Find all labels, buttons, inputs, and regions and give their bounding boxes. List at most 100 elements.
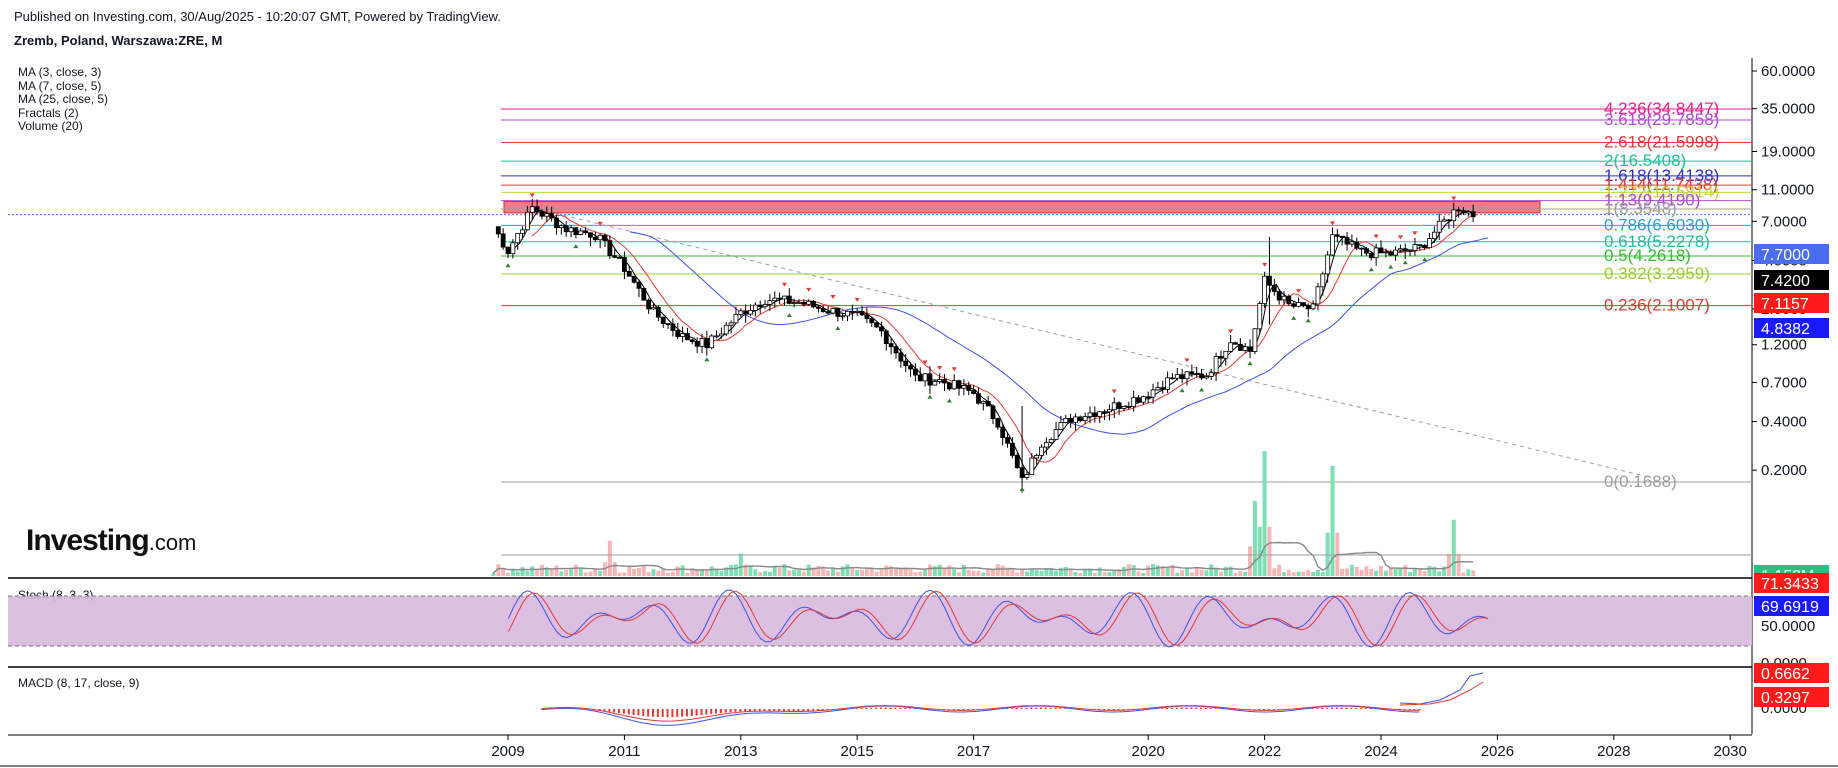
indicator-ma7[interactable]: MA (7, close, 5) xyxy=(18,78,102,93)
candle-body xyxy=(728,322,734,326)
indicator-fractals[interactable]: Fractals (2) xyxy=(18,105,79,120)
fractal-down xyxy=(1305,318,1311,323)
candle-body xyxy=(1461,210,1466,214)
x-tick-label: 2030 xyxy=(1714,743,1747,760)
fractal-up xyxy=(922,360,928,365)
volume-bar xyxy=(995,564,1000,576)
candle-body xyxy=(966,385,972,391)
volume-bar xyxy=(801,571,806,576)
volume-bar xyxy=(1340,568,1345,576)
volume-bar xyxy=(1427,565,1432,576)
candle-body xyxy=(597,234,603,241)
volume-bar xyxy=(1049,567,1054,576)
price-badge: 7.7000 xyxy=(1761,247,1810,264)
macd-histogram-bar xyxy=(816,709,819,711)
volume-bar xyxy=(927,564,932,576)
macd-histogram-bar xyxy=(676,709,679,717)
x-tick-label: 2017 xyxy=(957,743,990,760)
fib-label: 0.236(2.1007) xyxy=(1604,296,1710,315)
fractal-down xyxy=(946,398,952,403)
candle-body xyxy=(704,338,710,349)
macd-histogram-bar xyxy=(1107,709,1110,711)
candle-body xyxy=(1252,328,1258,352)
candle-body xyxy=(549,213,555,219)
volume-bar xyxy=(782,564,787,576)
volume-bar xyxy=(821,566,826,576)
fractal-up xyxy=(806,287,812,292)
candle-body xyxy=(1024,474,1030,478)
indicator-volume[interactable]: Volume (20) xyxy=(18,119,83,133)
y-tick-label: 60.0000 xyxy=(1761,63,1815,80)
candle-body xyxy=(1325,254,1331,275)
stoch-k-line xyxy=(507,589,1489,648)
volume-bar xyxy=(787,570,792,576)
volume-bar xyxy=(612,562,617,576)
candle-body xyxy=(825,311,831,314)
volume-bar xyxy=(772,566,777,576)
volume-bar xyxy=(1461,572,1466,576)
trendline-layer xyxy=(532,207,1653,479)
volume-bar xyxy=(1456,553,1461,576)
macd-histogram-bar xyxy=(768,709,771,711)
investing-logo: Investing.com xyxy=(26,524,196,558)
volume-bar xyxy=(588,571,593,576)
candle-body xyxy=(1446,219,1452,222)
candle-body xyxy=(660,316,666,325)
candle-body xyxy=(646,299,652,310)
fractal-down xyxy=(1179,388,1185,393)
macd-histogram-bar xyxy=(1112,709,1115,711)
volume-bar xyxy=(1112,570,1117,576)
indicator-ma25[interactable]: MA (25, close, 5) xyxy=(18,92,109,106)
candle-body xyxy=(1092,412,1098,417)
volume-bar xyxy=(578,567,583,576)
indicator-ma3[interactable]: MA (3, close, 3) xyxy=(18,65,102,79)
candle-body xyxy=(1354,241,1360,249)
candle-body xyxy=(719,333,724,337)
volume-bar xyxy=(937,564,942,576)
volume-bar xyxy=(1446,553,1451,576)
candle-body xyxy=(544,213,550,217)
indicator-legend: MA (3, close, 3) MA (7, close, 5) MA (25… xyxy=(18,65,109,134)
candle-body xyxy=(845,310,850,317)
volume-bar xyxy=(816,565,821,576)
candle-body xyxy=(1121,406,1127,409)
volume-bar xyxy=(981,572,986,576)
x-tick-label: 2024 xyxy=(1364,743,1397,760)
fractal-up xyxy=(529,193,535,198)
candle-body xyxy=(1048,439,1054,444)
volume-bar xyxy=(1175,572,1180,576)
candle-body xyxy=(893,346,899,354)
fib-label: 0.618(5.2278) xyxy=(1604,232,1710,251)
candle-body xyxy=(903,360,909,367)
candle-body xyxy=(675,330,681,337)
candle-body xyxy=(927,373,933,386)
macd-badge-bg xyxy=(1754,687,1829,707)
macd-histogram-bar xyxy=(1335,707,1338,709)
candle-body xyxy=(888,343,894,348)
volume-bar xyxy=(1432,566,1437,576)
candle-body xyxy=(835,308,841,317)
candle-body xyxy=(995,418,1001,428)
candle-body xyxy=(1107,409,1112,413)
candle-body xyxy=(525,211,530,231)
volume-bar xyxy=(695,570,700,576)
candle-body xyxy=(1431,231,1437,240)
y-tick-label: 19.0000 xyxy=(1761,143,1815,160)
macd-histogram-bar xyxy=(1190,707,1193,709)
candle-body xyxy=(1184,371,1190,380)
volume-bar xyxy=(1306,570,1311,576)
candle-body xyxy=(1407,249,1413,252)
volume-bar xyxy=(1214,567,1219,576)
candle-body xyxy=(1402,248,1408,252)
volume-bar xyxy=(1223,566,1228,576)
candle-body xyxy=(1131,397,1137,408)
fractal-up xyxy=(830,295,836,300)
volume-bar xyxy=(539,564,544,576)
candle-body xyxy=(1034,455,1040,459)
macd-histogram-bar xyxy=(1195,707,1198,709)
volume-bar xyxy=(986,569,991,576)
volume-bar xyxy=(903,567,908,576)
volume-bar xyxy=(1078,572,1083,576)
volume-bar xyxy=(1000,565,1005,576)
